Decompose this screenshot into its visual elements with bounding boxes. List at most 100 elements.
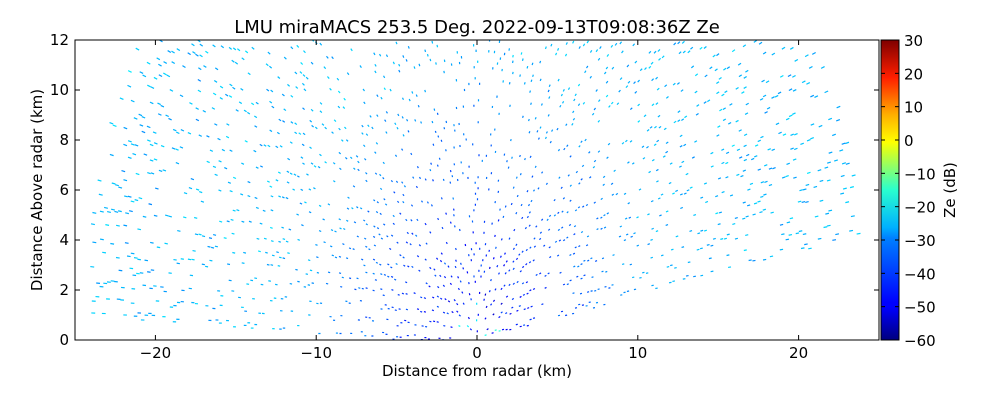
radar-gate-cell xyxy=(334,230,337,233)
radar-gate-cell xyxy=(361,124,364,128)
radar-gate-cell xyxy=(610,101,614,105)
radar-gate-cell xyxy=(243,324,247,327)
radar-gate-cell xyxy=(399,336,402,338)
radar-gate-cell xyxy=(276,251,279,254)
radar-gate-cell xyxy=(265,63,269,67)
radar-gate-cell xyxy=(227,181,232,184)
radar-gate-cell xyxy=(334,256,338,259)
radar-gate-cell xyxy=(300,62,304,65)
radar-gate-cell xyxy=(244,50,249,54)
radar-gate-cell xyxy=(655,230,659,233)
radar-gate-cell xyxy=(243,251,247,254)
radar-gate-cell xyxy=(627,202,631,205)
radar-gate-cell xyxy=(768,183,773,187)
radar-gate-cell xyxy=(380,288,383,290)
radar-gate-cell xyxy=(382,161,385,165)
radar-gate-cell xyxy=(509,328,512,331)
radar-gate-cell xyxy=(130,143,135,146)
radar-gate-cell xyxy=(155,187,159,190)
radar-gate-cell xyxy=(743,144,747,148)
x-tick-label: 0 xyxy=(472,344,482,362)
radar-gate-cell xyxy=(226,319,230,322)
radar-gate-cell xyxy=(290,310,294,312)
radar-gate-cell xyxy=(602,183,605,186)
radar-gate-cell xyxy=(788,233,793,236)
radar-gate-cell xyxy=(792,74,796,78)
radar-gate-cell xyxy=(634,60,638,64)
radar-gate-cell xyxy=(481,159,483,162)
radar-gate-cell xyxy=(488,266,491,270)
radar-gate-cell xyxy=(116,298,121,300)
radar-gate-cell xyxy=(232,251,236,254)
radar-gate-cell xyxy=(382,294,385,297)
radar-gate-cell xyxy=(270,195,274,198)
radar-gate-cell xyxy=(436,257,439,260)
radar-gate-cell xyxy=(218,322,222,324)
radar-gate-cell xyxy=(123,143,128,147)
radar-gate-cell xyxy=(258,312,262,314)
radar-gate-cell xyxy=(777,91,782,95)
radar-gate-cell xyxy=(557,148,561,152)
radar-gate-cell xyxy=(431,40,434,44)
radar-gate-cell xyxy=(420,200,424,203)
radar-gate-cell xyxy=(357,319,360,321)
radar-gate-cell xyxy=(606,156,609,159)
radar-gate-cell xyxy=(508,48,510,51)
radar-gate-cell xyxy=(282,238,286,241)
radar-gate-cell xyxy=(397,293,400,296)
radar-gate-cell xyxy=(212,233,217,236)
radar-gate-cell xyxy=(275,145,279,149)
radar-gate-cell xyxy=(498,316,501,319)
radar-gate-cell xyxy=(361,132,364,135)
radar-gate-cell xyxy=(790,133,794,136)
radar-gate-cell xyxy=(474,192,477,195)
radar-gate-cell xyxy=(665,223,669,226)
radar-gate-cell xyxy=(676,82,680,85)
radar-gate-cell xyxy=(737,62,742,66)
radar-gate-cell xyxy=(124,195,128,198)
radar-gate-cell xyxy=(368,248,371,251)
radar-gate-cell xyxy=(653,50,657,54)
radar-gate-cell xyxy=(473,104,475,107)
radar-gate-cell xyxy=(761,79,765,83)
radar-gate-cell xyxy=(810,136,814,140)
radar-gate-cell xyxy=(599,46,602,50)
radar-gate-cell xyxy=(508,269,511,272)
radar-gate-cell xyxy=(567,87,571,90)
radar-gate-cell xyxy=(380,308,383,310)
radar-gate-cell xyxy=(365,271,368,274)
radar-gate-cell xyxy=(299,202,303,205)
radar-gate-cell xyxy=(254,323,258,326)
colorbar-tick-label: −10 xyxy=(904,165,936,183)
radar-gate-cell xyxy=(407,45,410,49)
radar-gate-cell xyxy=(612,254,615,256)
radar-gate-cell xyxy=(325,282,329,285)
radar-gate-cell xyxy=(624,217,628,220)
radar-gate-cell xyxy=(106,281,111,283)
radar-gate-cell xyxy=(214,123,218,126)
radar-gate-cell xyxy=(399,254,402,257)
colorbar-tick-label: 0 xyxy=(904,132,914,150)
radar-gate-cell xyxy=(118,269,123,272)
radar-gate-cell xyxy=(155,300,160,302)
radar-gate-cell xyxy=(329,315,332,318)
radar-gate-cell xyxy=(745,153,750,157)
radar-gate-cell xyxy=(276,131,280,135)
radar-gate-cell xyxy=(515,257,519,261)
radar-gate-cell xyxy=(282,257,286,260)
radar-gate-cell xyxy=(628,216,632,219)
radar-gate-cell xyxy=(199,54,203,58)
radar-gate-cell xyxy=(516,280,519,284)
radar-gate-cell xyxy=(205,50,209,54)
radar-gate-cell xyxy=(603,71,607,75)
radar-gate-cell xyxy=(252,298,255,300)
radar-gate-cell xyxy=(494,288,497,291)
radar-gate-cell xyxy=(189,274,194,277)
radar-gate-cell xyxy=(167,50,172,53)
radar-gate-cell xyxy=(402,193,405,197)
radar-gate-cell xyxy=(198,191,203,194)
radar-gate-cell xyxy=(654,125,657,129)
radar-gate-cell xyxy=(361,258,364,261)
radar-gate-cell xyxy=(232,209,236,212)
radar-gate-cell xyxy=(403,264,406,267)
